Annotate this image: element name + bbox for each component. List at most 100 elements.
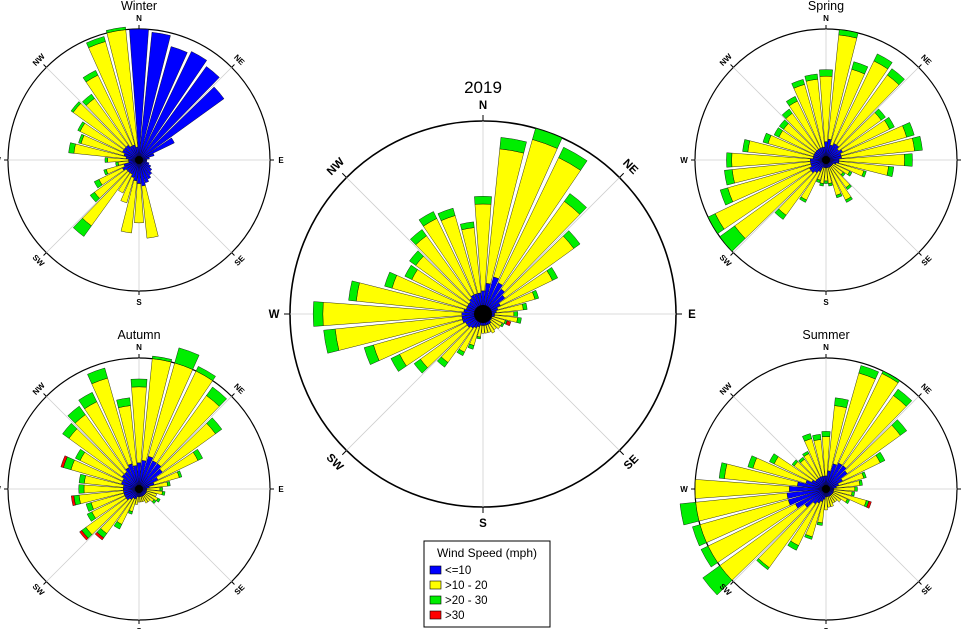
windrose-bar-80-2 bbox=[912, 135, 923, 152]
direction-label-n: N bbox=[136, 14, 142, 23]
windrose-bar-200-2 bbox=[127, 510, 133, 515]
direction-tick bbox=[730, 393, 734, 397]
windrose-bar-300-2 bbox=[404, 264, 418, 280]
windrose-bar-50-0 bbox=[138, 86, 225, 161]
windrose-bar-30-0 bbox=[138, 51, 208, 161]
direction-tick bbox=[918, 581, 922, 585]
windrose-bar-200-2 bbox=[816, 178, 821, 183]
windrose-bar-350-2 bbox=[460, 221, 475, 231]
windrose-bar-310-2 bbox=[70, 101, 82, 113]
windrose-bar-240-2 bbox=[86, 511, 96, 522]
windrose-bar-350-2 bbox=[804, 73, 819, 82]
windrose-bar-150-2 bbox=[845, 196, 853, 203]
direction-tick bbox=[341, 450, 347, 456]
windrose-bar-160-1 bbox=[827, 495, 834, 507]
windrose-bar-120-2 bbox=[500, 322, 505, 328]
direction-tick bbox=[918, 252, 922, 256]
windrose-bar-220-2 bbox=[774, 208, 787, 220]
windrose-bar-250-2 bbox=[85, 502, 94, 512]
windrose-bar-340-2 bbox=[87, 367, 108, 385]
windrose-bar-230-2 bbox=[719, 225, 746, 252]
direction-label-w: W bbox=[269, 309, 280, 321]
windrose-bar-20-2 bbox=[532, 128, 563, 149]
direction-tick bbox=[730, 252, 734, 256]
polar-center bbox=[135, 156, 143, 164]
polar-center bbox=[474, 305, 492, 323]
direction-label-n: N bbox=[823, 343, 829, 352]
legend-item: >20 - 30 bbox=[429, 595, 488, 607]
direction-label-s: S bbox=[823, 298, 829, 307]
polar-spoke bbox=[138, 396, 232, 490]
legend: Wind Speed (mph) <=10 >10 - 20 >20 - 30 >30 bbox=[423, 540, 551, 628]
windrose-bar-60-2 bbox=[884, 117, 895, 130]
windrose-bar-80-2 bbox=[522, 302, 528, 311]
windrose-bar-90-2 bbox=[904, 153, 913, 167]
windrose-bar-350-2 bbox=[116, 397, 131, 408]
windrose-bar-180-1 bbox=[481, 325, 485, 334]
windrose-bar-160-1 bbox=[485, 324, 492, 333]
legend-swatch bbox=[429, 610, 442, 620]
panel-title-autumn: Autumn bbox=[117, 328, 160, 342]
direction-tick bbox=[43, 252, 47, 256]
windrose-bar-110-3 bbox=[505, 320, 512, 327]
windrose-bar-280-2 bbox=[718, 462, 728, 479]
direction-label-se: SE bbox=[233, 582, 247, 596]
windrose-bar-170-2 bbox=[828, 182, 833, 187]
legend-swatch bbox=[429, 565, 442, 575]
windrose-bar-230-2 bbox=[702, 565, 733, 596]
polar-spoke bbox=[346, 177, 484, 315]
windrose-bar-340-2 bbox=[802, 433, 812, 442]
windrose-bar-210-2 bbox=[799, 196, 807, 203]
direction-label-w: W bbox=[0, 485, 1, 494]
windrose-bar-10-2 bbox=[499, 137, 527, 154]
windrose-bar-310-2 bbox=[791, 459, 799, 467]
windrose-bar-40-2 bbox=[893, 388, 913, 407]
direction-label-w: W bbox=[0, 156, 1, 165]
legend-items: <=10 >10 - 20 >20 - 30 >30 bbox=[429, 565, 488, 622]
windrose-bar-100-2 bbox=[516, 317, 522, 324]
windrose-panel-autumn: NNEESESSWWNWAutumn bbox=[0, 328, 284, 629]
direction-label-w: W bbox=[680, 485, 688, 494]
panel-title-summer: Summer bbox=[802, 328, 849, 342]
windrose-bar-200-2 bbox=[467, 343, 475, 350]
windrose-bars bbox=[68, 26, 225, 239]
windrose-bar-210-2 bbox=[787, 540, 799, 551]
panel-title-annual: 2019 bbox=[464, 78, 502, 97]
windrose-bar-140-1 bbox=[489, 322, 497, 330]
windrose-bar-190-2 bbox=[819, 182, 824, 187]
polar-spoke bbox=[825, 488, 919, 582]
windrose-bar-330-2 bbox=[802, 450, 810, 457]
windrose-bar-280-2 bbox=[742, 139, 751, 153]
windrose-bar-170-1 bbox=[826, 496, 831, 508]
windrose-bar-220-2 bbox=[756, 558, 770, 571]
legend-label: <=10 bbox=[445, 565, 471, 577]
polar-spoke bbox=[46, 67, 140, 161]
windrose-bar-150-0 bbox=[138, 159, 152, 180]
windrose-panel-summer: NNEESESSWWNWSummer bbox=[679, 328, 961, 629]
windrose-bar-160-0 bbox=[138, 159, 149, 183]
windrose-bars bbox=[312, 128, 588, 374]
windrose-bar-110-3 bbox=[866, 500, 872, 509]
windrose-bar-90-2 bbox=[854, 486, 858, 492]
windrose-bar-270-2 bbox=[104, 157, 108, 163]
windrose-bar-130-1 bbox=[831, 493, 842, 503]
windrose-bar-20-0 bbox=[138, 46, 188, 161]
windrose-bar-150-1 bbox=[829, 495, 836, 504]
windrose-bar-30-2 bbox=[881, 370, 900, 384]
polar-spoke bbox=[138, 488, 232, 582]
polar-spoke bbox=[46, 488, 140, 582]
windrose-bar-40-2 bbox=[887, 68, 905, 86]
direction-tick bbox=[231, 252, 235, 256]
windrose-bar-200-1 bbox=[120, 176, 135, 204]
windrose-bar-240-2 bbox=[707, 213, 725, 234]
direction-tick bbox=[231, 581, 235, 585]
windrose-panel-winter: NNEESESSWWNWWinter bbox=[0, 0, 284, 307]
windrose-bar-30-2 bbox=[195, 366, 216, 381]
windrose-bar-130-2 bbox=[151, 499, 157, 504]
windrose-bar-320-2 bbox=[798, 456, 805, 463]
windrose-bar-50-2 bbox=[562, 230, 581, 249]
windrose-bar-200-2 bbox=[804, 534, 813, 540]
direction-label-n: N bbox=[479, 100, 487, 112]
windrose-bar-330-2 bbox=[418, 211, 438, 227]
